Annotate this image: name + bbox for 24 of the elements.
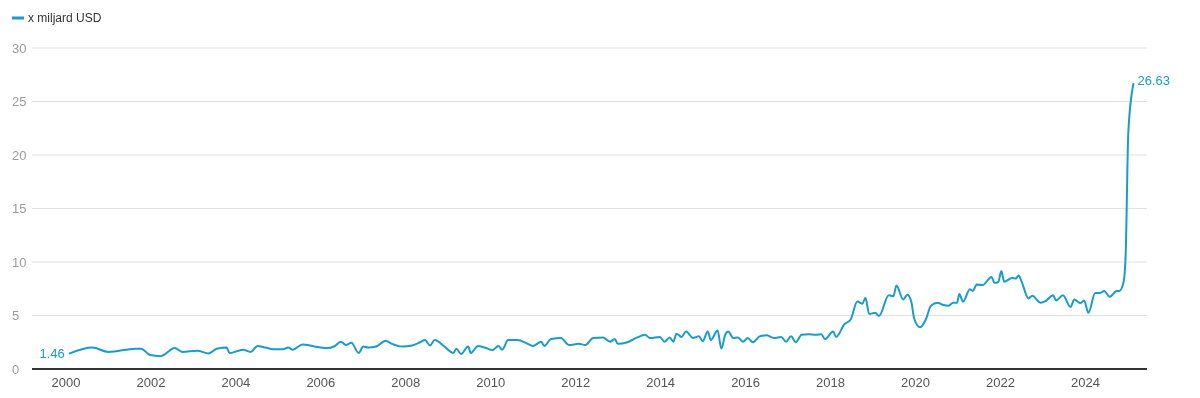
x-tick-label: 2006 (306, 375, 336, 390)
y-tick-label: 0 (12, 361, 20, 377)
x-tick-label: 2020 (901, 375, 930, 390)
y-tick-label: 10 (12, 254, 27, 270)
x-tick-label: 2014 (646, 375, 676, 390)
y-tick-label: 15 (12, 201, 27, 217)
x-tick-label: 2008 (391, 375, 421, 390)
line-series (68, 83, 1135, 358)
x-tick-label: 2018 (816, 375, 846, 390)
annotation: 26.63 (1137, 73, 1170, 89)
x-tick-label: 2000 (51, 375, 81, 390)
y-tick-label: 5 (12, 308, 20, 324)
y-tick-label: 30 (12, 40, 27, 56)
x-tick-label: 2010 (476, 375, 506, 390)
x-tick-label: 2004 (221, 375, 251, 390)
annotation: 1.46 (39, 345, 65, 361)
y-tick-label: 20 (12, 147, 27, 163)
x-tick-label: 2024 (1070, 375, 1100, 390)
x-tick-label: 2012 (561, 375, 591, 390)
x-tick-label: 2022 (986, 375, 1015, 390)
legend-label: x miljard USD (28, 11, 102, 26)
y-tick-label: 25 (12, 94, 27, 110)
x-tick-label: 2002 (136, 375, 166, 390)
x-tick-label: 2016 (731, 375, 761, 390)
